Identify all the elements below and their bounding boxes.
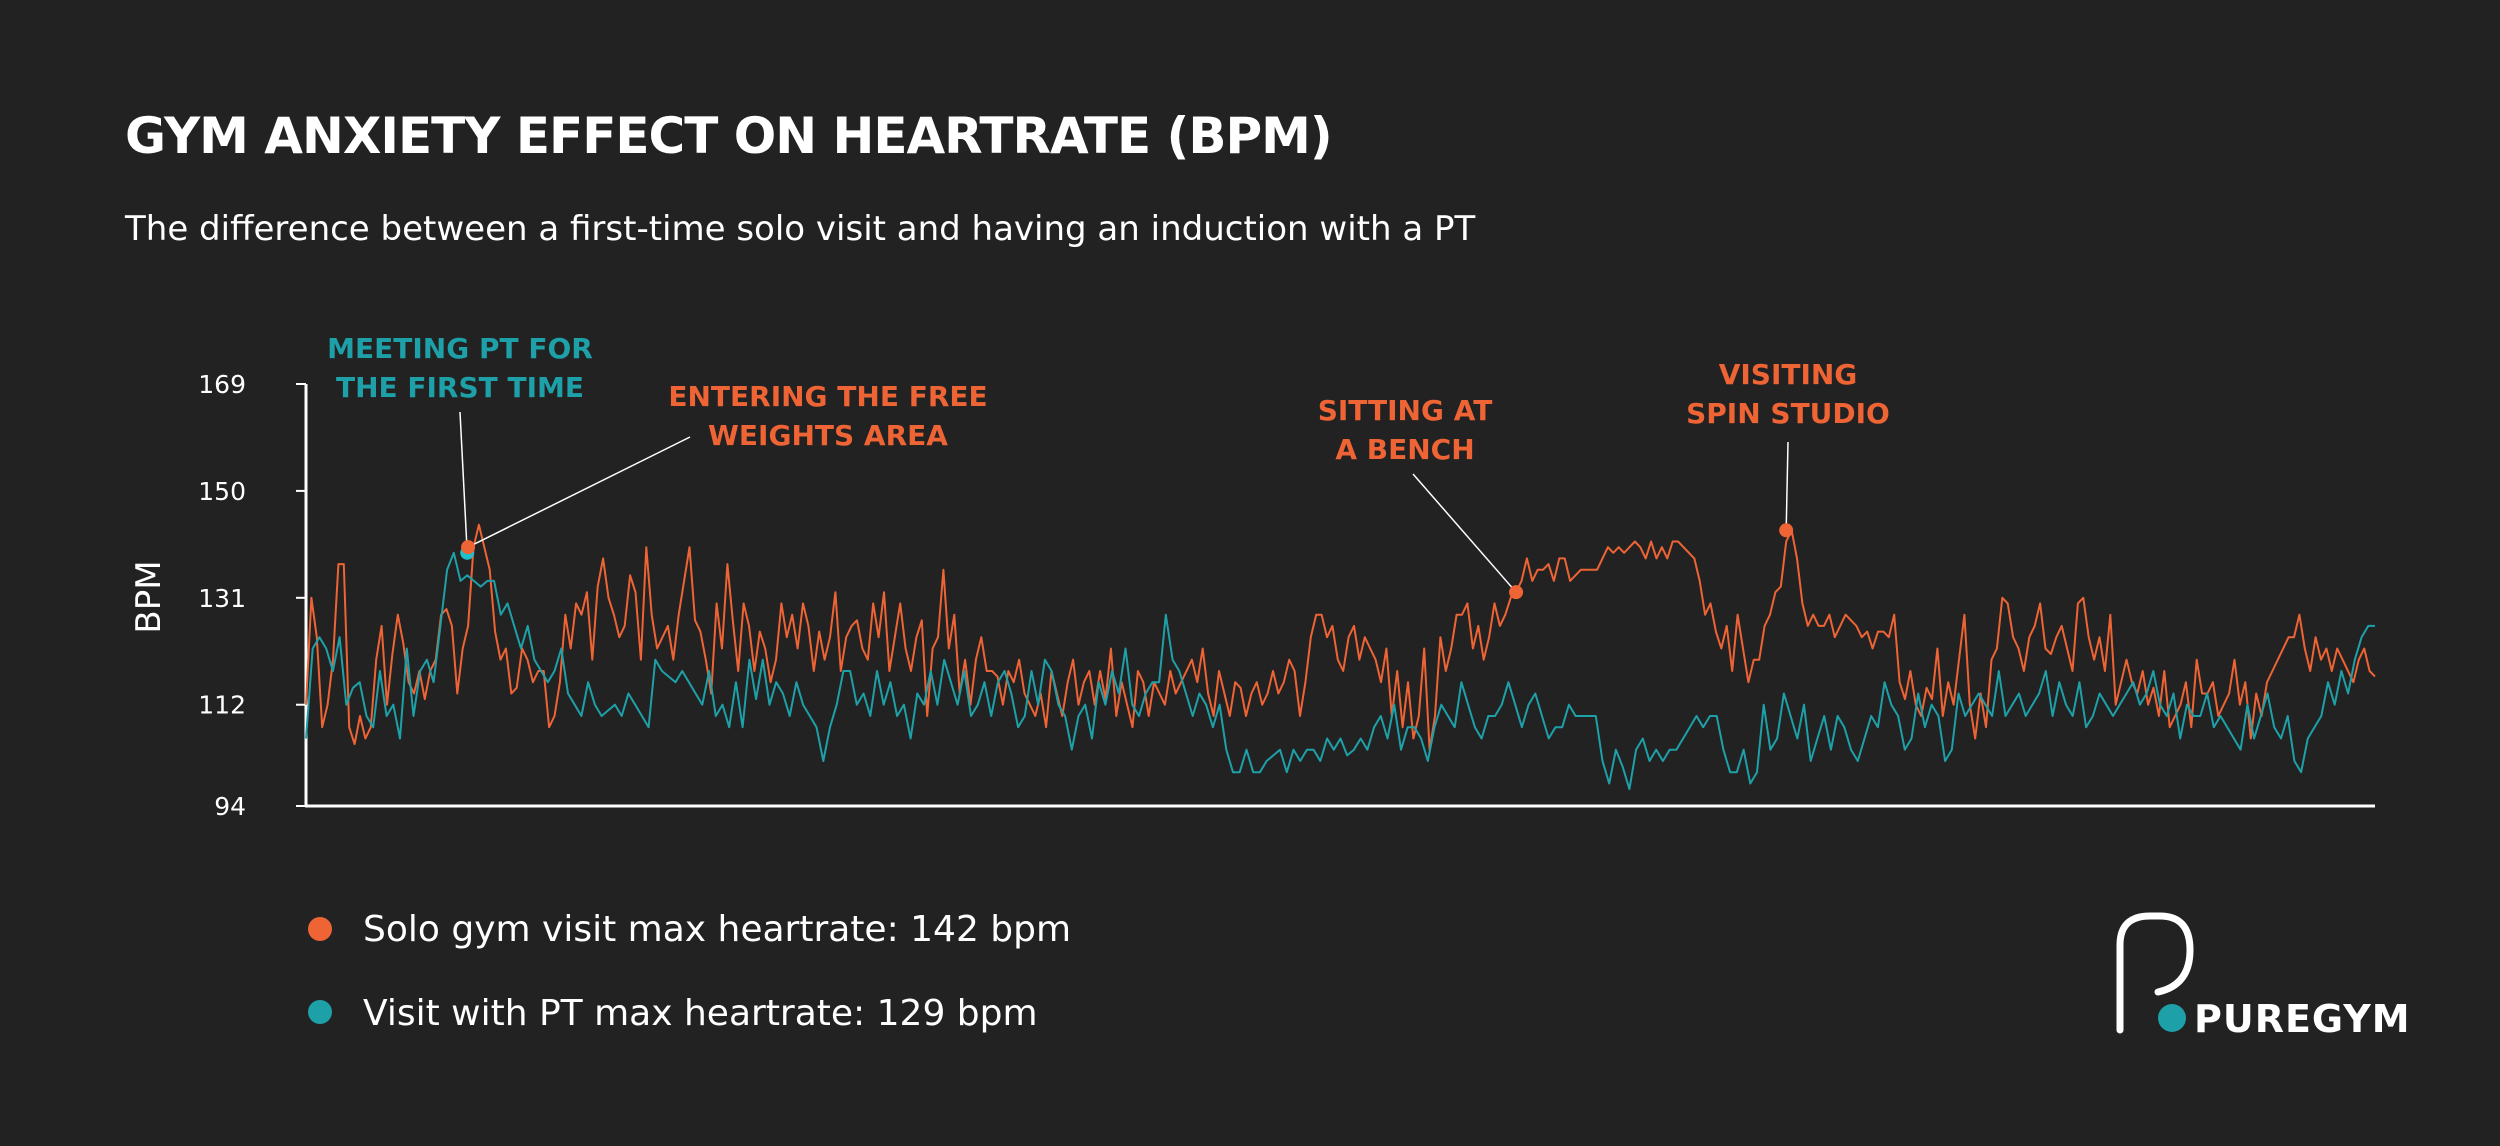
y-tick-label-0: 94 [214, 792, 246, 821]
annotation-label-a1-line1: MEETING PT FOR [327, 332, 593, 365]
puregym-logo: PUREGYM [2116, 912, 2411, 1041]
y-axis-ticks: 94 112 131 150 169 [198, 370, 306, 821]
annotation-label-a1-line2: THE FIRST TIME [336, 371, 584, 404]
annotation-leader-a4 [1785, 441, 1789, 531]
y-tick-label-4: 169 [198, 370, 246, 399]
series-line-pt [305, 551, 2375, 791]
series-layer [305, 523, 2376, 791]
chart-title: GYM ANXIETY EFFECT ON HEARTRATE (BPM) [125, 107, 1332, 165]
logo-text: PUREGYM [2194, 997, 2411, 1041]
annotation-point-a2 [461, 540, 476, 555]
y-tick-label-1: 112 [198, 691, 246, 720]
annotation-label-a2-line1: ENTERING THE FREE [668, 380, 987, 413]
annotation-label-a4-line1: VISITING [1719, 358, 1858, 391]
annotation-leader-a2 [467, 436, 691, 548]
legend-pt: Visit with PT max heartrate: 129 bpm [363, 993, 1038, 1034]
series-line-solo [305, 523, 2376, 751]
y-axis-label: BPM [129, 560, 169, 633]
annotation-label-a2-line2: WEIGHTS AREA [708, 419, 948, 452]
annotation-label-a3-line1: SITTING AT [1318, 394, 1493, 427]
chart-subtitle: The difference between a first-time solo… [124, 209, 1475, 249]
legend-solo: Solo gym visit max heartrate: 142 bpm [363, 909, 1071, 950]
y-tick-label-2: 131 [198, 584, 246, 613]
annotation-layer: MEETING PT FOR THE FIRST TIME ENTERING THE… [327, 332, 1890, 600]
legend-dot-pt [308, 1000, 332, 1024]
annotation-label-a3-line2: A BENCH [1335, 433, 1474, 466]
legend-dot-solo [308, 917, 332, 941]
annotation-point-a3 [1509, 585, 1524, 600]
logo-dot-icon [2158, 1004, 2186, 1032]
logo-mark-icon [2116, 912, 2194, 1034]
annotation-point-a4 [1779, 523, 1794, 538]
y-tick-label-3: 150 [198, 477, 246, 506]
annotation-leader-a1 [459, 411, 468, 553]
annotation-leader-a3 [1412, 473, 1517, 593]
annotation-label-a4-line2: SPIN STUDIO [1686, 397, 1890, 430]
